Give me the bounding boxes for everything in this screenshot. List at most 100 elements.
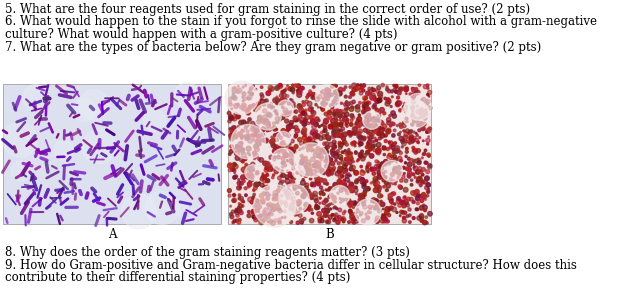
Circle shape [296,201,301,206]
Circle shape [406,204,410,207]
Circle shape [276,128,278,131]
Circle shape [326,169,331,174]
Circle shape [340,157,343,160]
Circle shape [373,88,376,91]
Circle shape [359,214,362,216]
Circle shape [308,92,312,95]
Circle shape [426,183,431,187]
Circle shape [251,210,255,214]
Circle shape [327,93,331,97]
Circle shape [376,206,378,207]
Circle shape [324,93,328,97]
Circle shape [324,119,328,124]
Circle shape [393,166,397,170]
Circle shape [236,103,240,106]
Circle shape [420,117,422,119]
Circle shape [324,212,328,217]
Circle shape [338,175,342,179]
Circle shape [369,133,371,135]
Circle shape [427,153,430,157]
Circle shape [266,162,269,165]
Circle shape [350,157,354,161]
Circle shape [420,220,423,222]
Circle shape [322,208,326,213]
Circle shape [231,124,266,159]
Circle shape [351,142,355,146]
Circle shape [402,204,406,208]
Circle shape [415,170,420,174]
Circle shape [401,146,403,148]
Circle shape [339,133,343,138]
Circle shape [388,194,392,198]
Circle shape [278,205,281,207]
Circle shape [338,215,341,218]
Circle shape [397,96,399,99]
Circle shape [422,98,426,102]
Circle shape [359,136,362,140]
Circle shape [358,198,362,201]
Circle shape [307,122,310,124]
Circle shape [327,204,330,207]
Circle shape [405,150,408,153]
Circle shape [399,88,403,91]
Circle shape [378,150,381,152]
Circle shape [239,204,243,208]
Circle shape [252,85,254,87]
Circle shape [230,215,234,219]
Circle shape [368,93,370,95]
Circle shape [275,197,279,201]
Circle shape [324,198,328,202]
Circle shape [248,211,250,213]
Circle shape [399,151,403,154]
Circle shape [406,199,408,201]
Circle shape [279,147,282,150]
Circle shape [378,174,383,178]
Circle shape [410,137,412,139]
Circle shape [310,119,315,124]
Circle shape [305,100,308,103]
Circle shape [230,133,234,138]
Circle shape [397,166,401,170]
Circle shape [345,178,350,182]
Circle shape [291,147,296,152]
Circle shape [411,114,413,117]
Circle shape [377,175,382,179]
Circle shape [318,95,322,99]
Circle shape [275,138,278,142]
Circle shape [397,156,402,161]
Circle shape [425,216,427,218]
Circle shape [426,161,428,164]
Circle shape [360,87,362,90]
Circle shape [281,157,285,161]
Circle shape [347,190,351,193]
Circle shape [272,210,274,212]
Circle shape [288,128,290,130]
Circle shape [294,210,297,214]
Circle shape [341,216,345,221]
Circle shape [361,150,363,153]
Circle shape [359,84,362,87]
Circle shape [271,148,296,172]
Circle shape [299,107,303,110]
Circle shape [273,158,276,161]
Circle shape [268,212,271,215]
Circle shape [244,174,248,178]
Circle shape [247,134,251,138]
Circle shape [427,190,430,193]
Circle shape [355,107,360,112]
Circle shape [368,101,371,105]
Circle shape [375,98,380,103]
Circle shape [276,131,290,146]
Circle shape [392,151,396,154]
Circle shape [250,175,252,177]
Circle shape [290,126,292,128]
Circle shape [335,95,338,99]
Circle shape [378,131,382,135]
Circle shape [290,148,292,150]
Circle shape [372,172,376,175]
Circle shape [274,205,277,208]
Circle shape [417,141,419,144]
Circle shape [301,160,304,164]
Circle shape [241,137,243,139]
Circle shape [264,213,267,217]
